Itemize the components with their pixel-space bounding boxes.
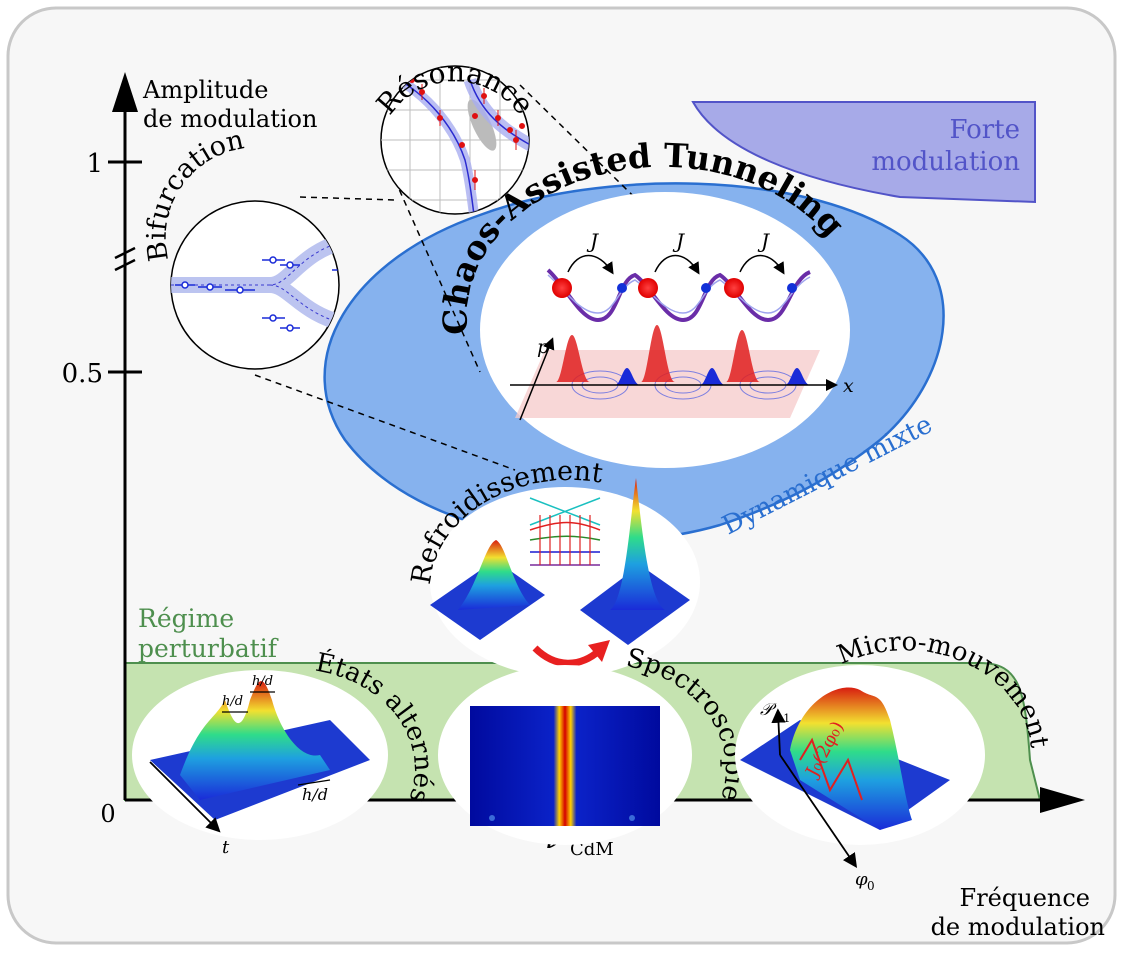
strong-modulation-label-2: modulation	[871, 147, 1020, 177]
resonance-inset: Résonance	[370, 55, 541, 215]
red-atom-3	[724, 278, 744, 298]
wavepacket-red-2	[625, 325, 675, 382]
arrow-right-icon	[1040, 787, 1085, 813]
resonance-points	[409, 77, 525, 190]
phi-label: φ	[855, 869, 868, 890]
blue-atom-1	[617, 283, 627, 293]
strong-modulation-label-1: Forte	[949, 115, 1020, 145]
resonance-curve-upper	[469, 79, 529, 151]
phi-axis	[779, 754, 858, 868]
hd-label-3: h/d	[302, 785, 328, 804]
origin-label: 0	[100, 800, 115, 828]
curved-red-arrow-icon	[532, 645, 603, 667]
y-axis-label-2: de modulation	[143, 105, 317, 133]
tunneling-arrow-1	[567, 254, 614, 275]
red-atom-2	[638, 278, 658, 298]
micromotion-surface	[790, 687, 912, 830]
coupling-label-2: J	[672, 229, 685, 253]
axis-break-mark-2	[114, 258, 136, 272]
tunneling-arrow-2	[654, 254, 700, 275]
p-minus-one-axis	[771, 708, 786, 756]
blue-atom-2	[701, 283, 711, 293]
axis-break-mark-1	[114, 246, 136, 260]
curved-red-arrow-head	[588, 640, 610, 662]
time-label: t	[222, 837, 230, 858]
sharp-peak-after	[610, 478, 665, 610]
spectral-sideband-left	[489, 815, 495, 821]
x-axis-label-2: de modulation	[931, 913, 1105, 941]
wavepacket-red-1	[540, 335, 590, 382]
hd-bracket-3	[297, 779, 331, 786]
potential-wells-echo	[547, 274, 811, 314]
strong-modulation-region	[691, 101, 1036, 204]
spectral-sideband-right	[629, 815, 635, 821]
potential-wells	[546, 268, 811, 323]
arrow-up-icon	[112, 72, 138, 112]
coupling-label-3: J	[757, 229, 770, 253]
hd-label-1: h/d	[222, 694, 243, 709]
broad-peak-before	[458, 540, 530, 610]
red-atom-1	[552, 278, 572, 298]
y-tick-label-1: 1	[86, 149, 103, 179]
cat-inset-background	[480, 192, 850, 468]
phase-space-plane	[515, 350, 820, 418]
bessel-curve	[799, 737, 863, 801]
resonance-curve-lower	[389, 74, 475, 214]
perturbative-label-2: perturbatif	[138, 634, 279, 663]
hd-label-2: h/d	[252, 674, 273, 689]
coupling-label-1: J	[586, 229, 599, 253]
perturbative-label-1: Régime	[138, 604, 234, 633]
position-label: x	[843, 375, 854, 397]
wavepacket-blue-2	[700, 368, 725, 385]
micromotion-inset: Micro-mouvement φ 0 𝒫 −1 J₀(2φ₀)	[735, 627, 1054, 893]
resonance-shade	[467, 99, 497, 151]
spectroscopy-map	[470, 706, 660, 826]
y-axis-label-1: Amplitude	[142, 76, 268, 104]
cooling-level-diagram	[529, 497, 601, 566]
cooling-inset: Refroidissement	[406, 456, 700, 677]
p-sub-label: −1	[774, 712, 790, 725]
time-axis	[149, 761, 221, 833]
wavepacket-blue-3	[785, 368, 810, 385]
blue-atom-3	[787, 283, 797, 293]
momentum-label: p	[537, 336, 549, 358]
p-phase-axis	[519, 337, 555, 421]
phi-sub-label: 0	[867, 879, 875, 893]
x-axis-label-1: Fréquence	[960, 884, 1090, 912]
tunneling-arrow-3	[739, 254, 785, 275]
wavepacket-red-3	[710, 330, 760, 382]
wavepacket-blue-1	[615, 368, 640, 385]
y-tick-label-05: 0.5	[62, 359, 103, 389]
alternating-peaks	[180, 681, 330, 800]
